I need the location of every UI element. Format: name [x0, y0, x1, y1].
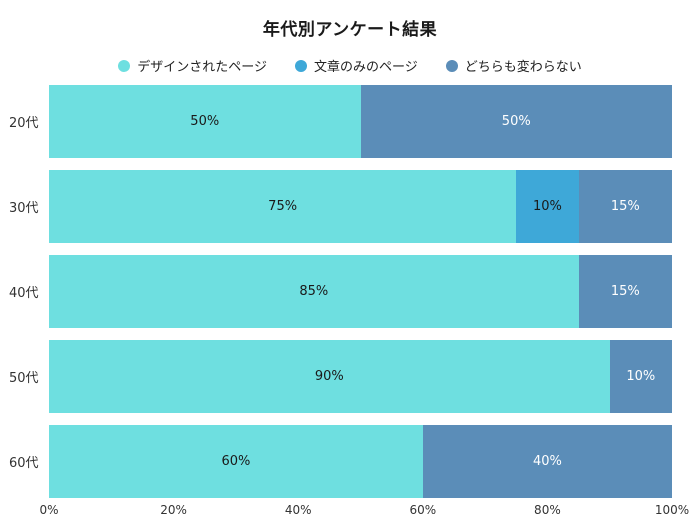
- stacked-bar: 85% 15%: [49, 255, 672, 328]
- bar-segment: 90%: [49, 340, 610, 413]
- legend-swatch-icon: [294, 59, 307, 72]
- segment-value-label: 90%: [314, 369, 344, 384]
- segment-value-label: 60%: [221, 454, 251, 469]
- stacked-bar: 75% 10% 15%: [49, 170, 672, 243]
- category-label: 50代: [9, 371, 39, 386]
- category-label: 60代: [9, 456, 39, 471]
- legend-item: デザインされたページ: [118, 56, 267, 75]
- bar-segment: 50%: [49, 85, 361, 158]
- bar-segment: 50%: [360, 85, 672, 158]
- chart-title: 年代別アンケート結果: [262, 20, 438, 40]
- bar-segment: 75%: [49, 170, 517, 243]
- legend-label: デザインされたページ: [137, 60, 267, 75]
- bar-row: 50代 90% 10%: [0, 340, 672, 413]
- segment-value-label: 50%: [190, 114, 220, 129]
- legend-item: 文章のみのページ: [294, 56, 418, 75]
- x-axis-tick-label: 20%: [160, 503, 187, 517]
- bar-row: 60代 60% 40%: [0, 425, 672, 498]
- segment-value-label: 85%: [299, 284, 329, 299]
- stacked-bar: 50% 50%: [49, 85, 672, 158]
- segment-value-label: 75%: [268, 199, 298, 214]
- legend-label: どちらも変わらない: [464, 60, 582, 75]
- bar-row: 40代 85% 15%: [0, 255, 672, 328]
- category-label: 20代: [9, 116, 39, 131]
- bar-segment: 85%: [49, 255, 579, 328]
- segment-value-label: 15%: [610, 284, 640, 299]
- legend-label: 文章のみのページ: [313, 60, 418, 75]
- bar-segment: 10%: [516, 170, 579, 243]
- category-label: 40代: [9, 286, 39, 301]
- bar-row: 20代 50% 50%: [0, 85, 672, 158]
- legend-swatch-icon: [118, 59, 131, 72]
- segment-value-label: 10%: [626, 369, 656, 384]
- legend-swatch-icon: [445, 59, 458, 72]
- category-label: 30代: [9, 201, 39, 216]
- bar-segment: 60%: [49, 425, 423, 498]
- bar-segment: 15%: [578, 255, 672, 328]
- stacked-bar-chart: 20代 50% 50% 30代 75% 10% 15% 40代 85% 15% 50代 90% 10% 6…: [0, 85, 672, 498]
- legend: デザインされたページ 文章のみのページ どちらも変わらない: [0, 56, 700, 75]
- segment-value-label: 10%: [532, 199, 562, 214]
- x-axis-tick-label: 40%: [284, 503, 312, 517]
- segment-value-label: 40%: [532, 454, 562, 469]
- bar-segment: 10%: [609, 340, 672, 413]
- stacked-bar: 90% 10%: [49, 340, 672, 413]
- x-axis-tick-label: 80%: [534, 503, 561, 517]
- segment-value-label: 50%: [501, 114, 531, 129]
- bar-row: 30代 75% 10% 15%: [0, 170, 672, 243]
- x-axis-tick-label: 100%: [654, 503, 690, 517]
- stacked-bar: 60% 40%: [49, 425, 672, 498]
- bar-segment: 15%: [578, 170, 672, 243]
- segment-value-label: 15%: [610, 199, 640, 214]
- x-axis: 0% 20% 40% 60% 80% 100%: [39, 503, 689, 521]
- bar-segment: 40%: [422, 425, 672, 498]
- x-axis-tick-label: 60%: [409, 503, 437, 517]
- legend-item: どちらも変わらない: [445, 56, 582, 75]
- x-axis-tick-label: 0%: [39, 503, 59, 517]
